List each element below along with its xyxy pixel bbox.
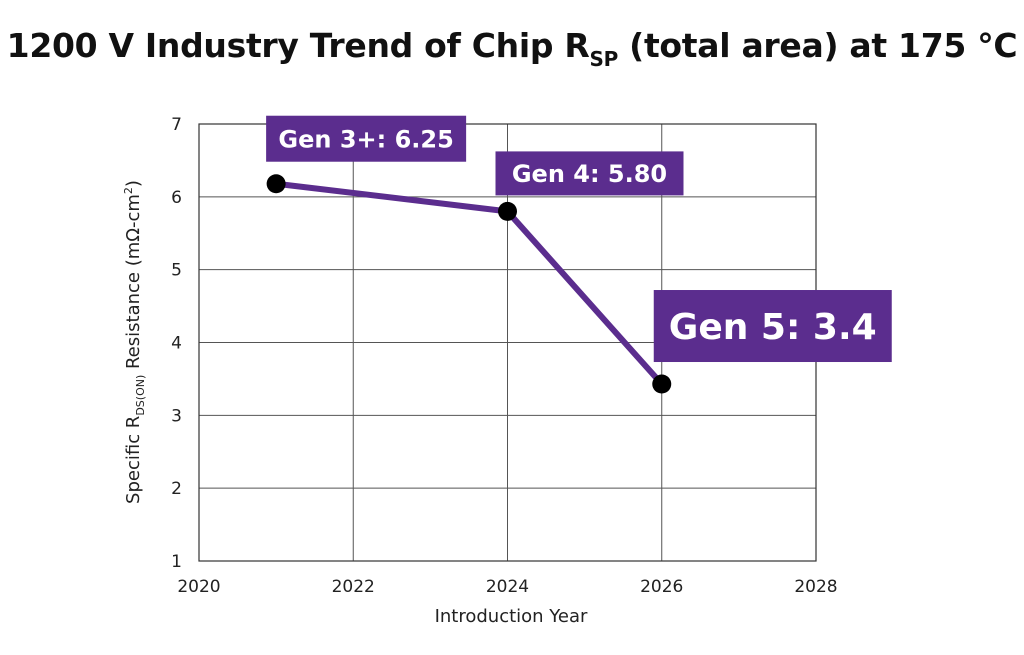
- x-tick-labels: 2020 2022 2024 2026 2028: [177, 577, 837, 597]
- series-line: [273, 180, 665, 388]
- callout-box: [266, 115, 467, 162]
- data-label: Gen 3+: 6.25: [278, 125, 453, 153]
- data-callout: Gen 4: 5.80: [495, 151, 684, 196]
- x-tick-label: 2026: [640, 577, 683, 597]
- title-subscript: SP: [589, 47, 619, 71]
- x-tick-label: 2022: [332, 577, 375, 597]
- x-axis-label: Introduction Year: [435, 606, 588, 627]
- y-tick-label: 1: [171, 552, 182, 572]
- x-tick-label: 2024: [486, 577, 529, 597]
- y-label-superscript: 2: [122, 187, 135, 194]
- y-tick-label: 4: [171, 334, 182, 354]
- data-point-marker: [498, 201, 517, 221]
- data-callouts: Gen 3+: 6.25 Gen 4: 5.80 Gen 5: 3.4: [266, 115, 892, 363]
- y-tick-label: 2: [171, 479, 182, 499]
- y-axis-label: Specific RDS(ON) Resistance (mΩ-cm2): [122, 180, 147, 504]
- y-tick-label: 3: [171, 406, 182, 426]
- y-tick-label: 5: [171, 261, 182, 281]
- title-suffix: (total area) at 175 °C: [617, 26, 1018, 65]
- y-label-suffix: ): [123, 180, 144, 187]
- y-label-prefix: Specific R: [123, 416, 144, 504]
- y-label-subscript: DS(ON): [134, 375, 147, 416]
- x-tick-label: 2020: [177, 577, 220, 597]
- y-label-middle: Resistance (mΩ-cm: [123, 194, 144, 375]
- chart-title: 1200 V Industry Trend of Chip RSP (total…: [0, 26, 1024, 71]
- data-points: [266, 174, 672, 394]
- y-tick-labels: 1 2 3 4 5 6 7: [171, 115, 182, 572]
- data-point-marker: [652, 374, 672, 394]
- callout-box: [495, 151, 684, 196]
- data-point-marker: [266, 174, 286, 194]
- callout-box: [653, 290, 892, 363]
- x-tick-label: 2028: [794, 577, 837, 597]
- series-polyline: [273, 180, 665, 388]
- data-label: Gen 5: 3.4: [669, 307, 877, 348]
- y-tick-label: 7: [171, 115, 182, 135]
- data-callout: Gen 3+: 6.25: [266, 115, 467, 162]
- data-callout: Gen 5: 3.4: [653, 290, 892, 363]
- title-main: 1200 V Industry Trend of Chip R: [6, 26, 590, 65]
- y-tick-label: 6: [171, 188, 182, 208]
- data-label: Gen 4: 5.80: [512, 160, 667, 188]
